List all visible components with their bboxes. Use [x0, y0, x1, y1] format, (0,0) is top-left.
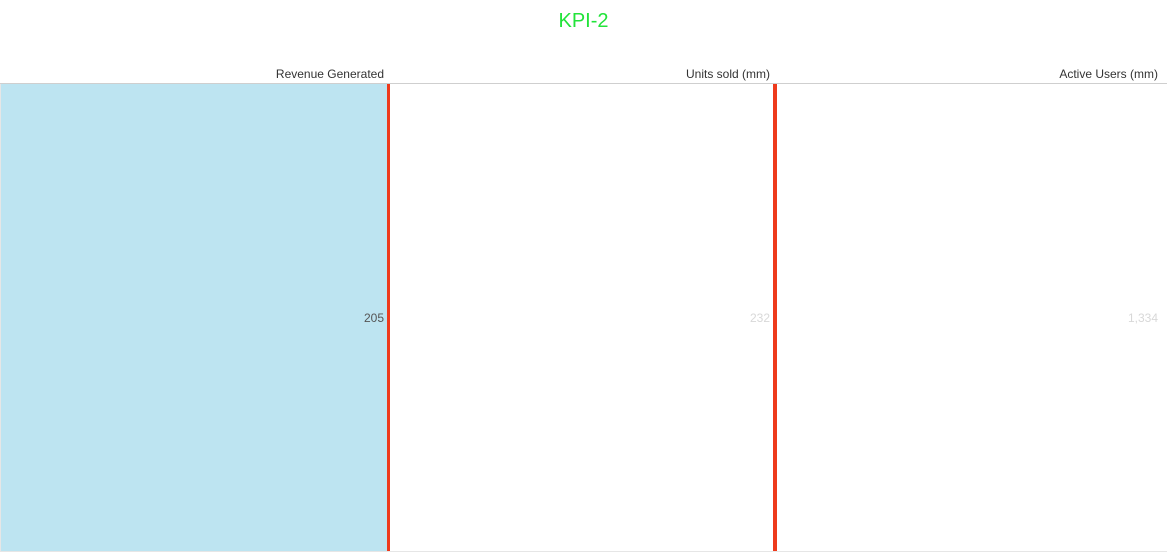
column-header-revenue-generated: Revenue Generated — [275, 67, 384, 81]
value-label-revenue-generated: 205 — [363, 311, 384, 325]
kpi-panel-revenue-generated — [1, 84, 388, 552]
bar-revenue-generated[interactable] — [1, 84, 388, 552]
value-label-active-users: 1,334 — [1127, 311, 1158, 325]
reference-line-revenue-generated[interactable] — [387, 84, 390, 552]
left-border — [0, 84, 1, 552]
bottom-border — [0, 551, 1167, 552]
chart-title: KPI-2 — [558, 10, 609, 32]
reference-line-units-sold[interactable] — [773, 84, 777, 552]
column-header-units-sold: Units sold (mm) — [685, 67, 770, 81]
value-label-units-sold: 232 — [749, 311, 770, 325]
column-header-active-users: Active Users (mm) — [1059, 67, 1158, 81]
header-divider — [0, 83, 1167, 84]
